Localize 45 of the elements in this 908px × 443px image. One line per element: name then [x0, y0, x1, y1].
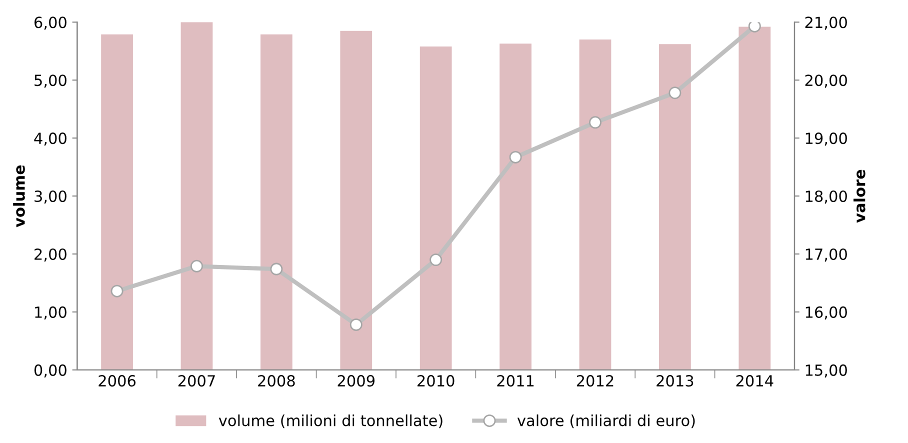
- y-tick-label: 3,00: [34, 190, 66, 204]
- x-tick-label: 2011: [497, 375, 534, 387]
- y2-tick-label: 21,00: [805, 16, 847, 30]
- x-tick-label: 2009: [338, 375, 375, 387]
- point: [668, 86, 682, 100]
- y-tick-label: 6,00: [34, 16, 66, 30]
- y2-tick-label: 17,00: [806, 248, 847, 262]
- legend-label: valore (miliardi di euro): [517, 414, 695, 428]
- point: [748, 22, 761, 32]
- y2-tick-label: 19,00: [806, 132, 847, 146]
- bar: [500, 44, 532, 370]
- x-tick-label: 2013: [656, 375, 694, 387]
- bar: [659, 44, 691, 370]
- bar: [260, 34, 292, 370]
- point: [350, 318, 362, 331]
- y2-axis-title: valore: [854, 170, 866, 223]
- y-tick-label: 2,00: [34, 248, 66, 262]
- bar: [340, 30, 372, 370]
- y2-tick-label: 20,00: [805, 74, 847, 88]
- y-tick-label: 1,00: [35, 306, 66, 320]
- y2-tick-label: 15,00: [806, 364, 847, 378]
- bar: [180, 22, 213, 370]
- point: [270, 262, 283, 276]
- point: [430, 254, 442, 266]
- x-tick-label: 2014: [736, 375, 774, 387]
- bar: [420, 46, 452, 370]
- x-tick-label: 2010: [418, 375, 454, 387]
- y-tick-label: 0,00: [34, 364, 66, 378]
- y-tick-label: 5,00: [34, 74, 66, 88]
- bar: [738, 26, 771, 370]
- bar: [579, 40, 612, 370]
- point: [509, 150, 522, 164]
- point: [190, 260, 203, 272]
- point: [588, 116, 602, 129]
- y2-tick-label: 18,00: [806, 190, 847, 204]
- y-axis-title: volume: [13, 165, 25, 228]
- y-tick-label: 4,00: [34, 132, 66, 146]
- x-tick-label: 2012: [576, 375, 614, 387]
- legend-label: volume (milioni di tonnellate): [218, 414, 442, 428]
- x-tick-label: 2006: [98, 375, 136, 387]
- point: [110, 284, 124, 298]
- bar: [101, 34, 133, 370]
- x-tick-label: 2007: [178, 375, 215, 387]
- x-tick-label: 2008: [258, 375, 295, 387]
- y2-tick-label: 16,00: [806, 306, 847, 320]
